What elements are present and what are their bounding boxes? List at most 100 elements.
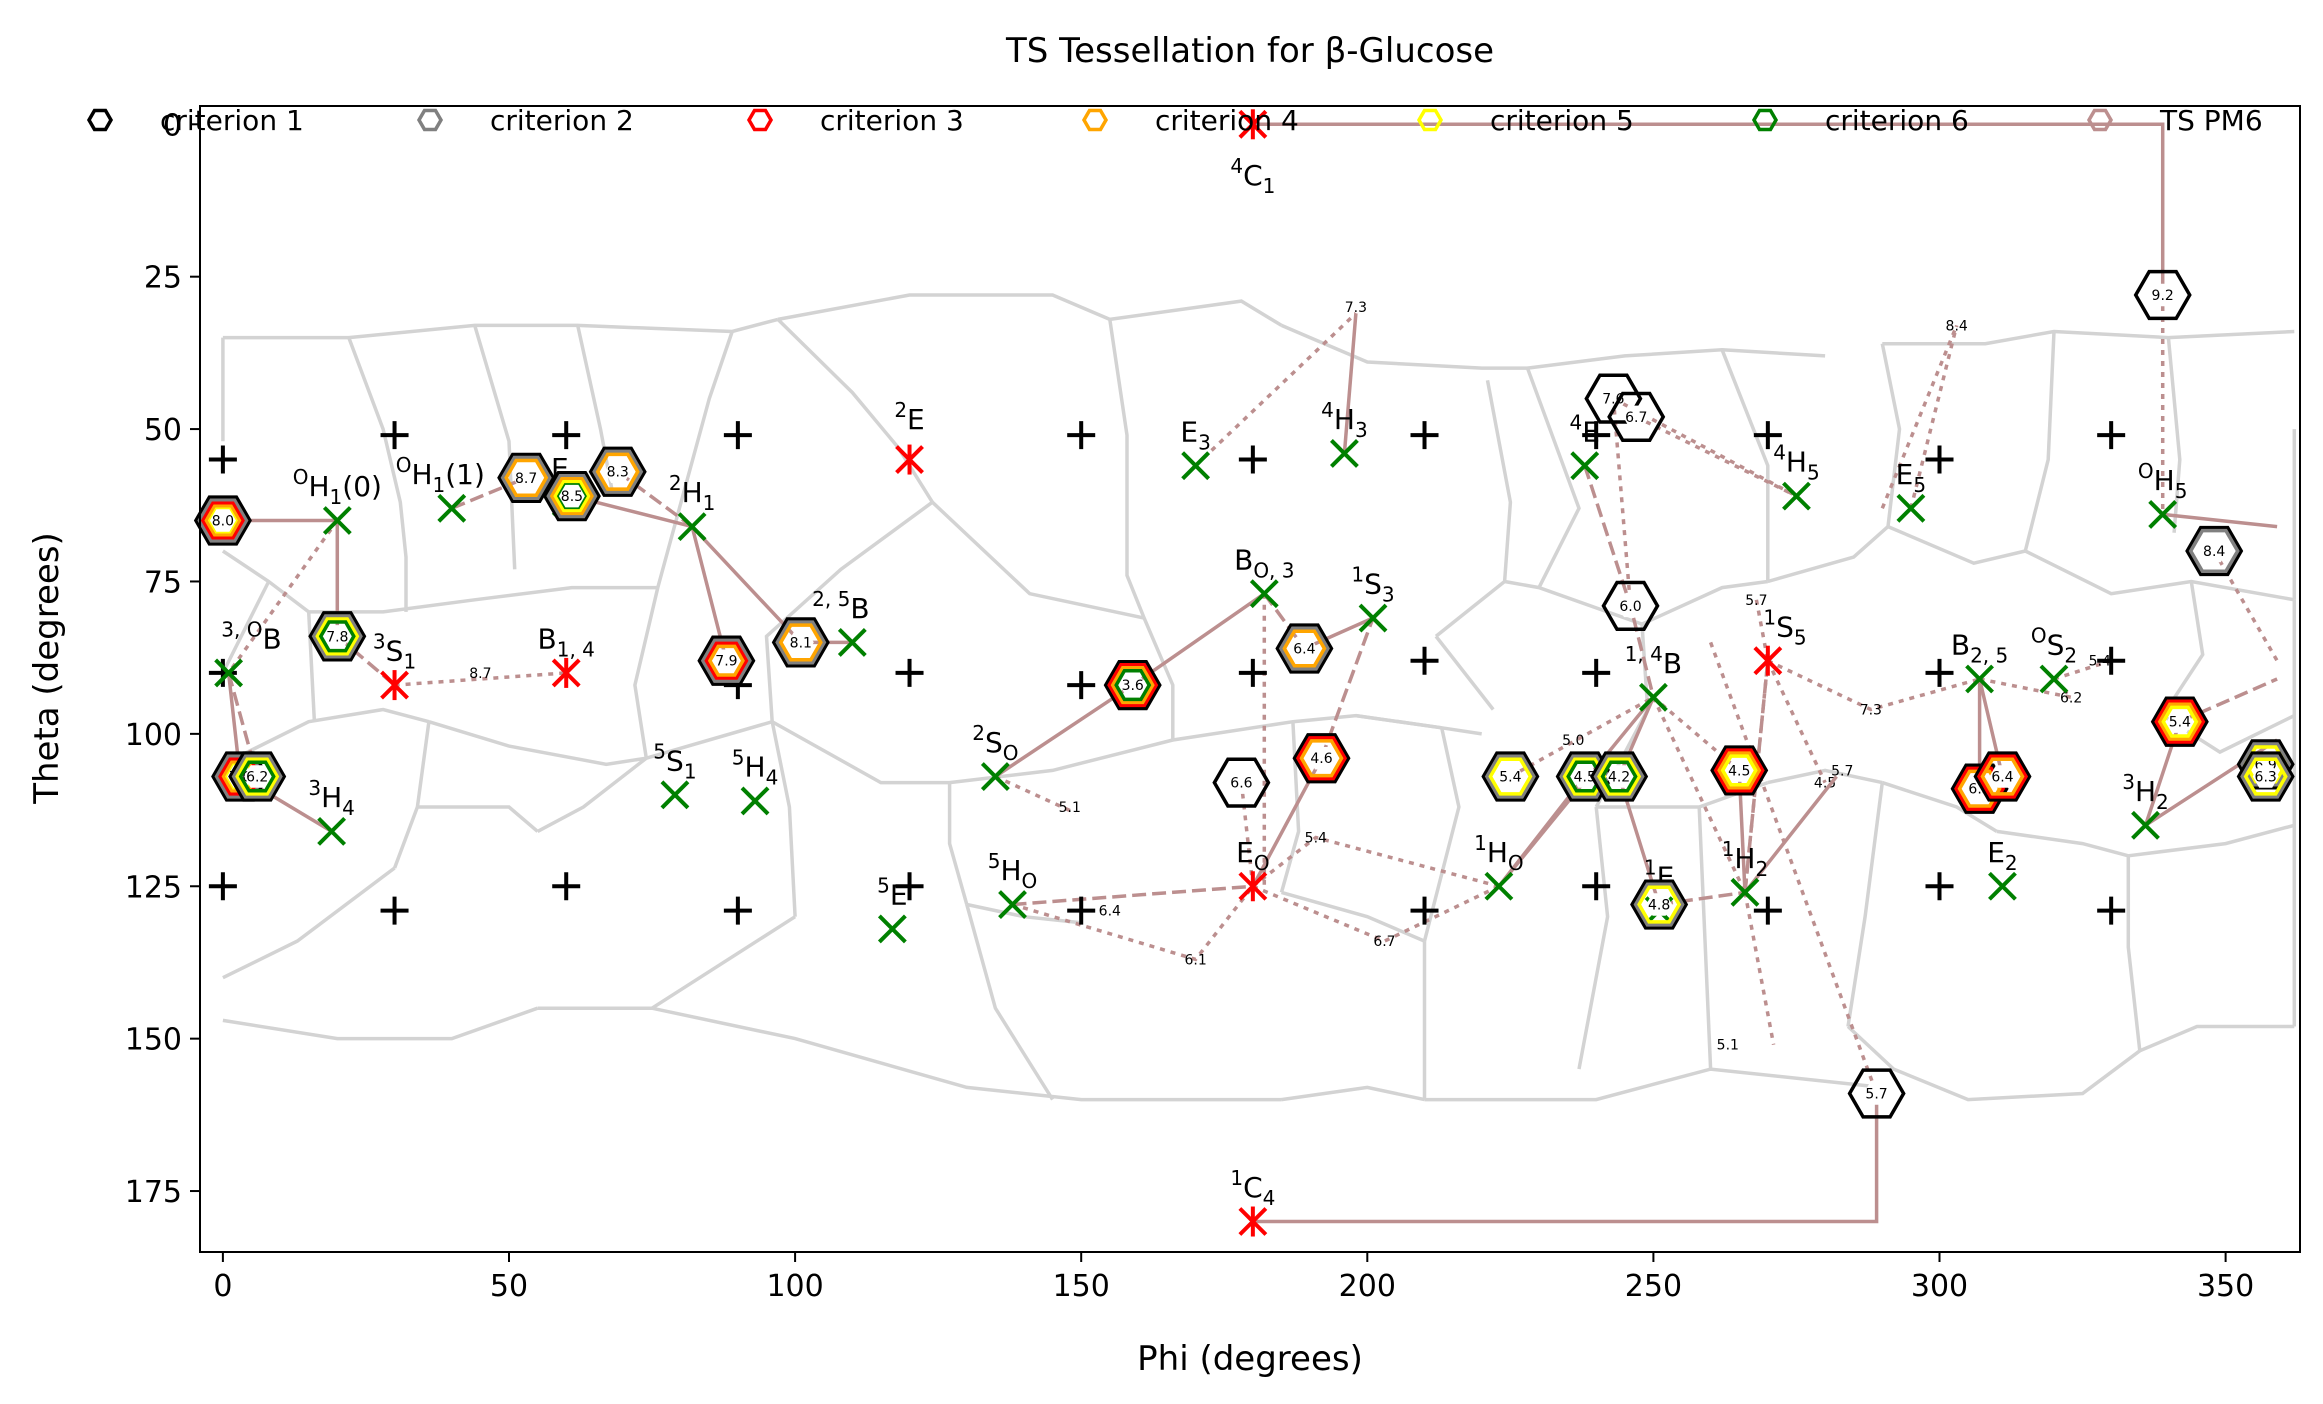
tessellation-edge	[1880, 343, 1902, 527]
ts-point: 6.6	[1212, 757, 1271, 808]
legend-label: criterion 3	[820, 104, 964, 137]
ts-path	[1012, 884, 1254, 907]
y-tick-label: 75	[144, 565, 182, 600]
plus-marker	[895, 658, 924, 687]
tessellation-edge	[221, 580, 271, 674]
label-superscript: 3, O	[221, 618, 262, 642]
ts-criterion-hexagon	[1484, 754, 1536, 799]
ts-energy-label: 8.4	[2203, 544, 2225, 560]
y-tick-label: 25	[144, 261, 182, 296]
plus-marker	[1238, 658, 1267, 687]
label-main: H	[411, 458, 432, 491]
ts-energy-label: 6.4	[1991, 770, 2013, 786]
canonical-x-marker	[1249, 579, 1279, 609]
y-tick-label: 150	[125, 1023, 182, 1058]
ts-criterion-hexagon	[1566, 760, 1604, 793]
ts-criterion-hexagon	[588, 446, 647, 497]
ts-criterion-hexagon	[1607, 391, 1666, 443]
x-axis-label: Phi (degrees)	[1137, 1339, 1363, 1379]
label-superscript: 2	[972, 721, 985, 745]
ts-path	[1303, 616, 1374, 651]
canonical-label: BO, 3	[1234, 543, 1294, 582]
ts-point: 7.8	[308, 611, 367, 662]
path-energy-label: 8.7	[469, 666, 491, 682]
ts-criterion-hexagon	[553, 480, 591, 513]
ts-path	[1652, 695, 1741, 772]
label-main: E	[1987, 836, 2005, 869]
label-superscript: 1	[1351, 563, 1364, 587]
ts-criterion-hexagon	[1212, 757, 1271, 808]
label-main: S	[2047, 629, 2065, 662]
ts-energy-label: 7.8	[326, 629, 348, 645]
label-subscript: 1	[684, 759, 697, 783]
tessellation-edge	[1525, 367, 1581, 589]
canonical-label: 5H4	[732, 746, 779, 790]
label-main: S	[666, 744, 684, 777]
legend-item: criterion 5	[1416, 104, 1634, 137]
canonical-label: 2SO	[972, 721, 1018, 765]
ts-criterion-hexagon	[1976, 754, 2029, 799]
label-main: S	[386, 635, 404, 668]
ts-criterion-hexagon	[1957, 769, 2002, 808]
plus-marker	[1067, 896, 1096, 925]
path-energy-label: 5.7	[1745, 593, 1767, 609]
label-main: B	[850, 592, 869, 625]
ts-criterion-hexagon	[1710, 745, 1769, 796]
tessellation-edge	[1881, 780, 1998, 833]
ts-criterion-hexagon	[2161, 705, 2199, 738]
legend-item: criterion 2	[416, 104, 634, 137]
canonical-label: OH5	[2138, 459, 2188, 503]
tessellation-edge	[949, 738, 1174, 785]
ts-criterion-hexagon	[504, 458, 549, 497]
tessellation-edge	[651, 915, 797, 1010]
ts-point: 4.6	[1292, 733, 1351, 784]
label-main: H	[321, 781, 342, 814]
ts-hexagon-core	[2201, 539, 2228, 563]
label-main: H	[682, 476, 703, 509]
label-main: H	[1734, 842, 1755, 875]
tessellation-edge	[537, 1006, 1282, 1102]
label-superscript: 4	[1773, 441, 1786, 465]
label-subscript: 5	[1913, 473, 1926, 497]
ts-energy-label: 8.3	[607, 465, 629, 481]
ts-criterion-hexagon	[1299, 739, 1344, 778]
ts-criterion-hexagon	[311, 614, 363, 659]
ts-point: 6.7	[1607, 391, 1666, 443]
label-suffix: (0)	[342, 470, 382, 503]
canonical-label: 1H2	[1722, 837, 1769, 881]
canonical-x-marker	[1570, 451, 1600, 481]
ts-criterion-hexagon	[2240, 742, 2292, 787]
plus-marker	[552, 872, 581, 901]
canonical-x-marker	[837, 628, 867, 657]
ts-energy-label: 6.7	[1625, 410, 1647, 426]
ts-energy-label: 9.2	[2152, 288, 2174, 304]
ts-point: 9.2	[2133, 269, 2192, 321]
label-subscript: O, 3	[1253, 558, 1294, 582]
label-subscript: 1	[403, 650, 416, 674]
plus-marker	[1582, 421, 1611, 450]
ts-energy-label: 8.5	[561, 489, 583, 505]
ts-criterion-hexagon	[2133, 269, 2192, 321]
plus-marker	[1238, 445, 1267, 474]
canonical-label: 3S1	[373, 630, 416, 674]
label-subscript: 1	[1263, 174, 1276, 198]
label-subscript: 5	[2175, 479, 2188, 503]
tessellation-edge	[222, 317, 779, 340]
plus-marker	[380, 896, 409, 925]
ts-energy-label: 4.8	[1648, 898, 1670, 914]
ts-criterion-hexagon	[1980, 757, 2025, 796]
label-main: E	[1236, 836, 1254, 869]
ts-point: 8.4	[2185, 525, 2244, 577]
ts-criterion-hexagon	[549, 477, 594, 516]
ts-path	[1252, 884, 1500, 944]
ts-point: 3.6	[1103, 659, 1162, 711]
plus-marker	[723, 421, 752, 450]
label-subscript: O	[1508, 851, 1524, 875]
ts-criterion-hexagon	[1847, 1068, 1906, 1119]
ts-hexagon-core	[513, 466, 540, 490]
ts-criterion-hexagon	[2236, 751, 2295, 802]
legend: criterion 1 criterion 2 criterion 3 criteri…	[86, 104, 2263, 137]
tessellation-edge	[428, 720, 647, 767]
ts-hexagon-core	[244, 765, 271, 788]
